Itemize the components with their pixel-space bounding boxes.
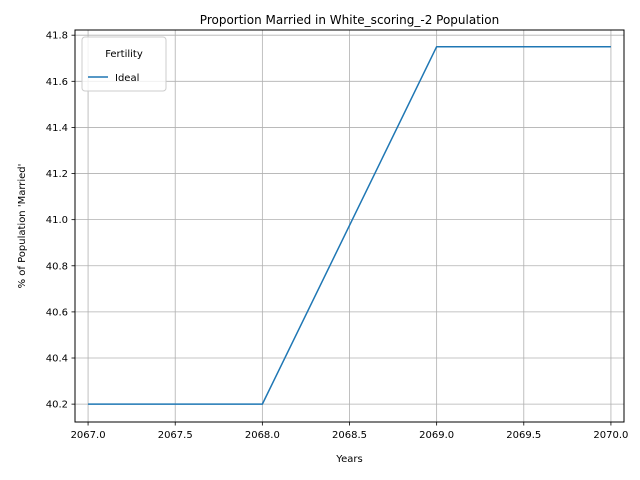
y-tick-label: 41.8 [46,31,68,42]
x-tick-label: 2069.5 [506,430,541,441]
legend-label-ideal: Ideal [115,73,139,84]
series-line-ideal [88,45,611,405]
y-tick-label: 41.6 [46,77,68,88]
plot-area [88,45,611,405]
y-tick-label: 40.6 [46,307,68,318]
y-tick-label: 40.2 [46,400,68,411]
y-tick-label: 40.8 [46,261,68,272]
x-tick-label: 2069.0 [419,430,454,441]
x-axis-label: Years [335,454,362,465]
y-tick-label: 40.4 [46,354,68,365]
x-axis: 2067.0 2067.5 2068.0 2068.5 2069.0 2069.5 2070… [71,422,628,441]
y-tick-label: 41.4 [46,123,68,134]
y-axis-label: % of Population 'Married' [17,164,28,289]
y-tick-label: 41.2 [46,169,68,180]
legend: Fertility Ideal [81,36,167,92]
legend-title: Fertility [105,49,143,60]
x-tick-label: 2067.0 [71,430,106,441]
y-axis: 40.2 40.4 40.6 40.8 41.0 41.2 41.4 41.6 41.8 [46,31,75,411]
chart-title: Proportion Married in White_scoring_-2 P… [200,13,499,27]
y-tick-label: 41.0 [46,215,68,226]
x-tick-label: 2067.5 [158,430,193,441]
x-tick-label: 2068.0 [245,430,280,441]
x-tick-label: 2070.0 [593,430,628,441]
x-tick-label: 2068.5 [332,430,367,441]
